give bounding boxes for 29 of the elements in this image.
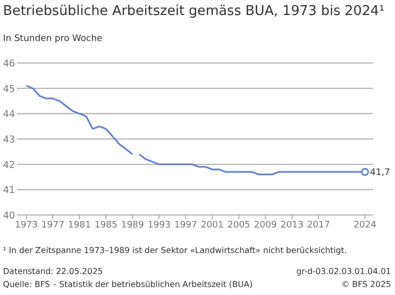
x-tick-label: 2024 [354, 220, 377, 230]
y-axis-title: In Stunden pro Woche [3, 34, 102, 44]
y-tick-label: 43 [3, 134, 16, 146]
x-tick-label: 2013 [280, 220, 304, 230]
y-tick-label: 40 [3, 210, 16, 222]
data-label: 41,7 [370, 168, 390, 178]
line-series [26, 85, 134, 155]
y-tick-label: 41 [3, 185, 16, 196]
x-tick-label: 2017 [307, 220, 330, 230]
x-tick-label: 2001 [200, 220, 224, 230]
text: © BFS 2025 [341, 279, 391, 289]
x-tick-label: 1985 [94, 220, 118, 230]
x-tick-label: 2009 [254, 220, 278, 230]
x-tick-label: 1989 [121, 220, 144, 230]
text: Datenstand: 22.05.2025 [3, 266, 103, 276]
y-tick-label: 44 [3, 109, 16, 120]
y-tick-label: 45 [3, 84, 16, 95]
y-tick-label: 46 [3, 58, 16, 70]
y-tick-label: 42 [3, 160, 16, 171]
x-tick-label: 1981 [68, 220, 91, 230]
x-tick-label: 1997 [174, 220, 198, 230]
x-tick-label: 1973 [14, 220, 38, 230]
text: gr-d-03.02.03.01.04.01 [296, 266, 391, 276]
x-tick-label: 2005 [227, 220, 250, 230]
x-tick-label: 1977 [41, 220, 64, 230]
source-note: Quelle: BFS – Statistik der betriebsüblichen Arbeitszeit (BUA) [3, 279, 253, 289]
x-tick-label: 1993 [148, 220, 171, 230]
text: ¹ In der Zeitspanne 1973–1989 ist der Sektor «Landwirtschaft» nicht berücksichtigt. [3, 245, 347, 255]
chart-title: Betriebsübliche Arbeitszeit gemäss BUA, 1973 bis 2024¹ [3, 3, 384, 19]
